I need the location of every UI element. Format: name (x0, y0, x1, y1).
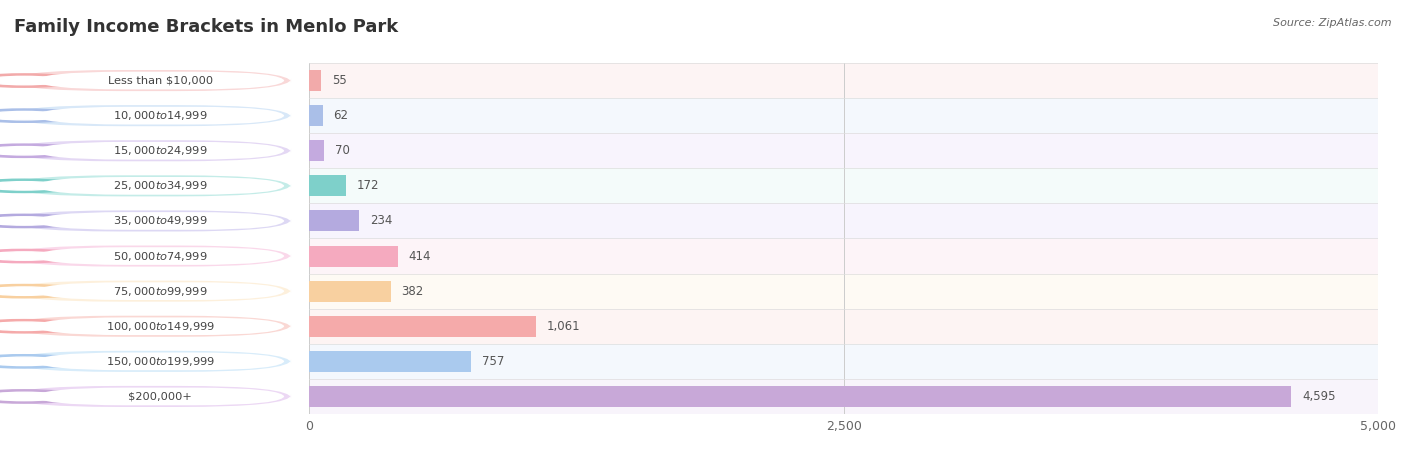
Bar (309, 133, 1378, 168)
Circle shape (0, 182, 63, 190)
Text: $25,000 to $34,999: $25,000 to $34,999 (112, 180, 207, 192)
Bar (309, 386, 1291, 407)
Text: 172: 172 (357, 180, 380, 192)
Circle shape (0, 214, 86, 228)
Bar (309, 351, 471, 372)
Circle shape (0, 249, 86, 263)
Circle shape (0, 217, 63, 225)
Bar (309, 211, 360, 231)
Circle shape (0, 355, 86, 368)
Circle shape (0, 74, 86, 87)
FancyBboxPatch shape (35, 247, 284, 265)
Bar (309, 98, 1378, 133)
Circle shape (0, 357, 63, 365)
Text: 55: 55 (332, 74, 346, 87)
FancyBboxPatch shape (7, 211, 291, 231)
Circle shape (0, 392, 63, 400)
FancyBboxPatch shape (7, 176, 291, 196)
Circle shape (0, 287, 63, 295)
Text: $15,000 to $24,999: $15,000 to $24,999 (112, 144, 207, 157)
Circle shape (0, 144, 86, 158)
Text: Source: ZipAtlas.com: Source: ZipAtlas.com (1274, 18, 1392, 28)
FancyBboxPatch shape (7, 70, 291, 91)
FancyBboxPatch shape (35, 177, 284, 195)
Bar (309, 203, 1378, 238)
Text: 234: 234 (370, 215, 392, 227)
Circle shape (0, 147, 63, 155)
Circle shape (0, 322, 63, 330)
FancyBboxPatch shape (7, 246, 291, 266)
Text: $10,000 to $14,999: $10,000 to $14,999 (112, 109, 207, 122)
FancyBboxPatch shape (7, 281, 291, 302)
Circle shape (0, 252, 63, 260)
FancyBboxPatch shape (7, 140, 291, 161)
Circle shape (0, 284, 86, 298)
FancyBboxPatch shape (35, 212, 284, 230)
Text: 4,595: 4,595 (1302, 390, 1336, 403)
FancyBboxPatch shape (35, 107, 284, 125)
Text: 62: 62 (333, 109, 349, 122)
Text: $200,000+: $200,000+ (128, 392, 193, 401)
Bar (309, 379, 1378, 414)
Bar (309, 168, 1378, 203)
Bar (309, 140, 325, 161)
Text: Less than $10,000: Less than $10,000 (107, 76, 212, 86)
Text: 1,061: 1,061 (547, 320, 581, 333)
Text: $50,000 to $74,999: $50,000 to $74,999 (112, 250, 207, 262)
Bar (309, 105, 322, 126)
Text: 382: 382 (402, 285, 423, 297)
FancyBboxPatch shape (35, 352, 284, 370)
Text: $100,000 to $149,999: $100,000 to $149,999 (105, 320, 215, 333)
Bar (309, 238, 1378, 274)
Text: $150,000 to $199,999: $150,000 to $199,999 (105, 355, 215, 368)
Bar (309, 63, 1378, 98)
Text: 70: 70 (335, 144, 350, 157)
Bar (309, 344, 1378, 379)
FancyBboxPatch shape (35, 72, 284, 90)
Text: Family Income Brackets in Menlo Park: Family Income Brackets in Menlo Park (14, 18, 398, 36)
Bar (309, 274, 1378, 309)
Bar (309, 246, 398, 266)
Circle shape (0, 76, 63, 85)
FancyBboxPatch shape (7, 386, 291, 407)
Bar (309, 309, 1378, 344)
Bar (309, 281, 391, 302)
Text: 414: 414 (409, 250, 432, 262)
Circle shape (0, 179, 86, 193)
FancyBboxPatch shape (35, 142, 284, 160)
Circle shape (0, 390, 86, 403)
Bar (309, 176, 346, 196)
Text: $75,000 to $99,999: $75,000 to $99,999 (112, 285, 207, 297)
Circle shape (0, 112, 63, 120)
FancyBboxPatch shape (35, 282, 284, 300)
Text: $35,000 to $49,999: $35,000 to $49,999 (112, 215, 207, 227)
FancyBboxPatch shape (7, 105, 291, 126)
FancyBboxPatch shape (35, 317, 284, 335)
FancyBboxPatch shape (7, 351, 291, 372)
Circle shape (0, 320, 86, 333)
Circle shape (0, 109, 86, 122)
Text: 757: 757 (482, 355, 505, 368)
FancyBboxPatch shape (7, 316, 291, 337)
Bar (309, 70, 321, 91)
Bar (309, 316, 536, 337)
FancyBboxPatch shape (35, 387, 284, 405)
